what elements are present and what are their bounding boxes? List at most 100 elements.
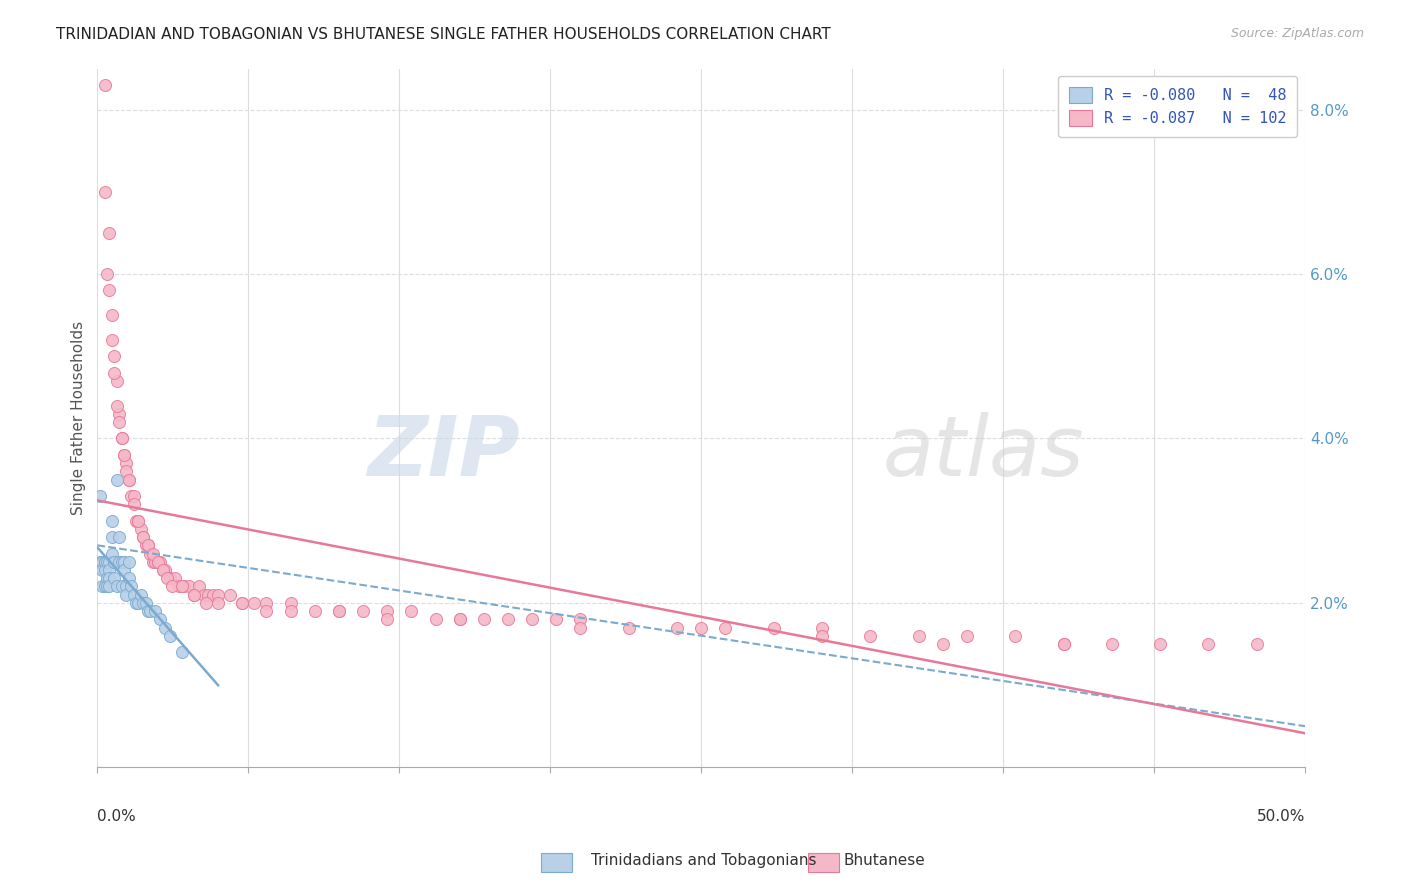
Point bbox=[153, 563, 176, 577]
Point bbox=[193, 588, 215, 602]
Point bbox=[152, 563, 174, 577]
Point bbox=[219, 588, 242, 602]
Point bbox=[98, 284, 121, 298]
Text: TRINIDADIAN AND TOBAGONIAN VS BHUTANESE SINGLE FATHER HOUSEHOLDS CORRELATION CHA: TRINIDADIAN AND TOBAGONIAN VS BHUTANESE … bbox=[56, 27, 831, 42]
Point bbox=[120, 579, 142, 593]
Point bbox=[98, 571, 121, 585]
Point bbox=[91, 563, 114, 577]
Point bbox=[146, 555, 169, 569]
Point bbox=[143, 555, 166, 569]
Point bbox=[122, 489, 145, 503]
Point bbox=[112, 448, 135, 462]
Point bbox=[197, 588, 219, 602]
Text: 0.0%: 0.0% bbox=[97, 809, 136, 824]
Point bbox=[546, 612, 568, 626]
Point bbox=[115, 588, 138, 602]
Point bbox=[152, 563, 174, 577]
Point bbox=[183, 588, 205, 602]
Point bbox=[569, 620, 592, 634]
Point bbox=[96, 571, 118, 585]
Point bbox=[375, 612, 398, 626]
Point bbox=[91, 555, 114, 569]
Point bbox=[762, 620, 785, 634]
Point bbox=[103, 555, 125, 569]
Point bbox=[280, 604, 302, 618]
Point bbox=[472, 612, 495, 626]
Point bbox=[93, 579, 115, 593]
Point bbox=[449, 612, 471, 626]
Point bbox=[159, 571, 181, 585]
Point bbox=[156, 571, 179, 585]
Point bbox=[617, 620, 640, 634]
Text: atlas: atlas bbox=[883, 412, 1084, 493]
Point bbox=[183, 588, 205, 602]
Point bbox=[375, 604, 398, 618]
Point bbox=[98, 563, 121, 577]
Point bbox=[103, 349, 125, 363]
Point bbox=[105, 374, 128, 388]
Point bbox=[169, 579, 191, 593]
Point bbox=[142, 555, 165, 569]
Point bbox=[163, 571, 186, 585]
Point bbox=[96, 579, 118, 593]
Point bbox=[1004, 629, 1026, 643]
Point bbox=[907, 629, 929, 643]
Point bbox=[96, 555, 118, 569]
Point bbox=[195, 596, 218, 610]
Point bbox=[125, 596, 148, 610]
Point bbox=[112, 555, 135, 569]
Point bbox=[108, 555, 131, 569]
Point bbox=[115, 456, 138, 470]
Point bbox=[520, 612, 543, 626]
Point bbox=[1198, 637, 1220, 651]
Point bbox=[1149, 637, 1171, 651]
Point bbox=[129, 588, 152, 602]
Point bbox=[93, 555, 115, 569]
Point bbox=[108, 415, 131, 429]
Point bbox=[118, 571, 141, 585]
Point bbox=[103, 366, 125, 380]
Point bbox=[127, 514, 149, 528]
Point bbox=[96, 267, 118, 281]
Point bbox=[401, 604, 423, 618]
Point bbox=[98, 579, 121, 593]
Point bbox=[425, 612, 447, 626]
Point bbox=[159, 629, 181, 643]
Point bbox=[91, 579, 114, 593]
Point bbox=[1246, 637, 1268, 651]
Point bbox=[496, 612, 519, 626]
Point bbox=[122, 588, 145, 602]
Point bbox=[932, 637, 955, 651]
Point bbox=[89, 555, 111, 569]
Point bbox=[101, 530, 124, 544]
Point bbox=[170, 579, 193, 593]
Point bbox=[714, 620, 737, 634]
Point bbox=[139, 547, 162, 561]
Point bbox=[136, 604, 159, 618]
Text: Trinidadians and Tobagonians: Trinidadians and Tobagonians bbox=[591, 854, 815, 868]
Point bbox=[93, 555, 115, 569]
Point bbox=[105, 579, 128, 593]
Point bbox=[690, 620, 713, 634]
Point bbox=[103, 555, 125, 569]
Point bbox=[666, 620, 689, 634]
Text: Bhutanese: Bhutanese bbox=[844, 854, 925, 868]
Point bbox=[122, 497, 145, 511]
Point bbox=[1101, 637, 1123, 651]
Point bbox=[187, 579, 209, 593]
Point bbox=[132, 596, 155, 610]
Point bbox=[98, 226, 121, 240]
Point bbox=[1052, 637, 1074, 651]
Point bbox=[153, 620, 176, 634]
Point bbox=[231, 596, 253, 610]
Text: 50.0%: 50.0% bbox=[1257, 809, 1305, 824]
Point bbox=[352, 604, 374, 618]
Point bbox=[110, 555, 132, 569]
Point bbox=[859, 629, 882, 643]
Point bbox=[93, 563, 115, 577]
Point bbox=[956, 629, 979, 643]
Point bbox=[129, 522, 152, 536]
Point bbox=[254, 604, 277, 618]
Point bbox=[811, 629, 834, 643]
Point bbox=[280, 596, 302, 610]
